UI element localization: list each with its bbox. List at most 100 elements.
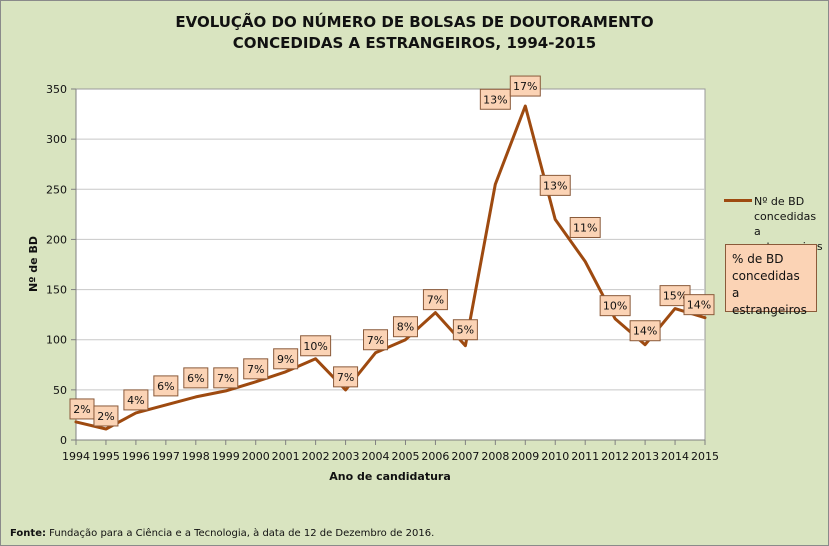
data-label: 10% [599,295,631,317]
x-tick-label: 2012 [601,450,629,463]
data-label-text: 6% [187,372,204,385]
data-label: 5% [452,319,478,341]
data-label-box [629,320,661,342]
x-tick-label: 1994 [62,450,90,463]
data-label-text: 10% [603,300,627,313]
data-label-box [422,289,448,311]
y-tick-label: 150 [46,284,67,297]
data-label-box [273,348,299,370]
data-label-text: 15% [663,290,687,303]
data-label: 6% [183,367,209,389]
data-label-text: 7% [217,372,234,385]
data-label-text: 7% [337,371,354,384]
data-label: 7% [333,366,359,388]
x-tick-label: 2014 [661,450,689,463]
x-tick-label: 2004 [362,450,390,463]
data-label: 2% [93,405,119,427]
y-tick-label: 0 [60,434,67,447]
x-tick-label: 2007 [451,450,479,463]
x-tick-label: 1997 [152,450,180,463]
legend-label-line-2: concedidas a [754,210,817,238]
data-label: 2% [69,398,95,420]
data-label-text: 8% [397,321,414,334]
data-label: 9% [273,348,299,370]
x-tick-label: 1995 [92,450,120,463]
data-label-text: 7% [247,363,264,376]
source-note: Fonte: Fundação para a Ciência e a Tecno… [10,528,434,539]
data-label-text: 10% [303,340,327,353]
x-tick-label: 2001 [272,450,300,463]
series-layer [74,104,707,431]
data-label: 17% [509,75,541,97]
y-axis-title: Nº de BD [27,236,40,292]
data-label: 11% [569,216,601,238]
data-label: 14% [629,320,661,342]
y-tick-label: 300 [46,133,67,146]
data-label: 4% [123,389,149,411]
y-tick-label: 100 [46,334,67,347]
percent-legend-box: % de BD concedidas a estrangeiros [725,244,817,317]
data-label-text: 2% [97,410,114,423]
chart-title-line-1: EVOLUÇÃO DO NÚMERO DE BOLSAS DE DOUTORAM… [175,13,654,31]
data-label-box [93,405,119,427]
data-label-text: 4% [127,394,144,407]
x-tick-label: 2010 [541,450,569,463]
data-label-text: 7% [427,294,444,307]
x-tick-label: 1999 [212,450,240,463]
plot-area [75,88,706,441]
data-label-box [452,319,478,341]
data-label-text: 14% [633,325,657,338]
chart-title-line-2: CONCEDIDAS A ESTRANGEIROS, 1994-2015 [232,34,597,52]
x-tick-label: 2005 [391,450,419,463]
legend-line-swatch [724,199,752,202]
data-label: 7% [243,358,269,380]
data-label-box [333,366,359,388]
data-label: 13% [479,88,511,110]
data-label: 7% [422,289,448,311]
data-label-text: 9% [277,353,294,366]
source-text: Fundação para a Ciência e a Tecnologia, … [49,528,435,539]
chart-title: EVOLUÇÃO DO NÚMERO DE BOLSAS DE DOUTORAM… [0,12,829,54]
data-label-box [300,335,332,357]
data-label-box [509,75,541,97]
data-label-box [243,358,269,380]
series-line [74,104,707,431]
x-tick-label: 2002 [302,450,330,463]
legend-label-line-1: Nº de BD [754,195,805,208]
x-tick-label: 2000 [242,450,270,463]
x-tick-label: 2003 [332,450,360,463]
data-label: 14% [683,294,715,316]
data-label-text: 2% [73,403,90,416]
data-label-box [392,316,418,338]
data-label-box [213,367,239,389]
x-tick-label: 1998 [182,450,210,463]
data-label: 10% [300,335,332,357]
source-label: Fonte: [10,528,46,539]
data-label-box [479,88,511,110]
data-label-box [153,375,179,397]
data-label-box [123,389,149,411]
percent-legend-line-1: % de BD [732,252,784,266]
y-tick-label: 250 [46,183,67,196]
y-tick-label: 50 [53,384,67,397]
data-label: 7% [363,329,389,351]
data-label: 8% [392,316,418,338]
data-label-text: 14% [687,299,711,312]
x-tick-label: 2008 [481,450,509,463]
data-label-box [683,294,715,316]
data-label-text: 13% [483,93,507,106]
percent-legend-line-3: estrangeiros [732,303,807,317]
data-label-text: 7% [367,334,384,347]
data-label-box [363,329,389,351]
data-label: 13% [539,174,571,196]
x-tick-label: 2015 [691,450,719,463]
data-label-box [599,295,631,317]
data-labels: 2% 2% 4% 6% 6% 7% 7% 9% 10% 7% 7% 8% 7% 5% 13% 17% 13% 11… [69,75,715,427]
percent-legend-line-2: concedidas a [732,269,800,300]
data-label-text: 6% [157,380,174,393]
x-tick-label: 1996 [122,450,150,463]
x-axis-title: Ano de candidatura [329,470,451,483]
data-label-box [539,174,571,196]
